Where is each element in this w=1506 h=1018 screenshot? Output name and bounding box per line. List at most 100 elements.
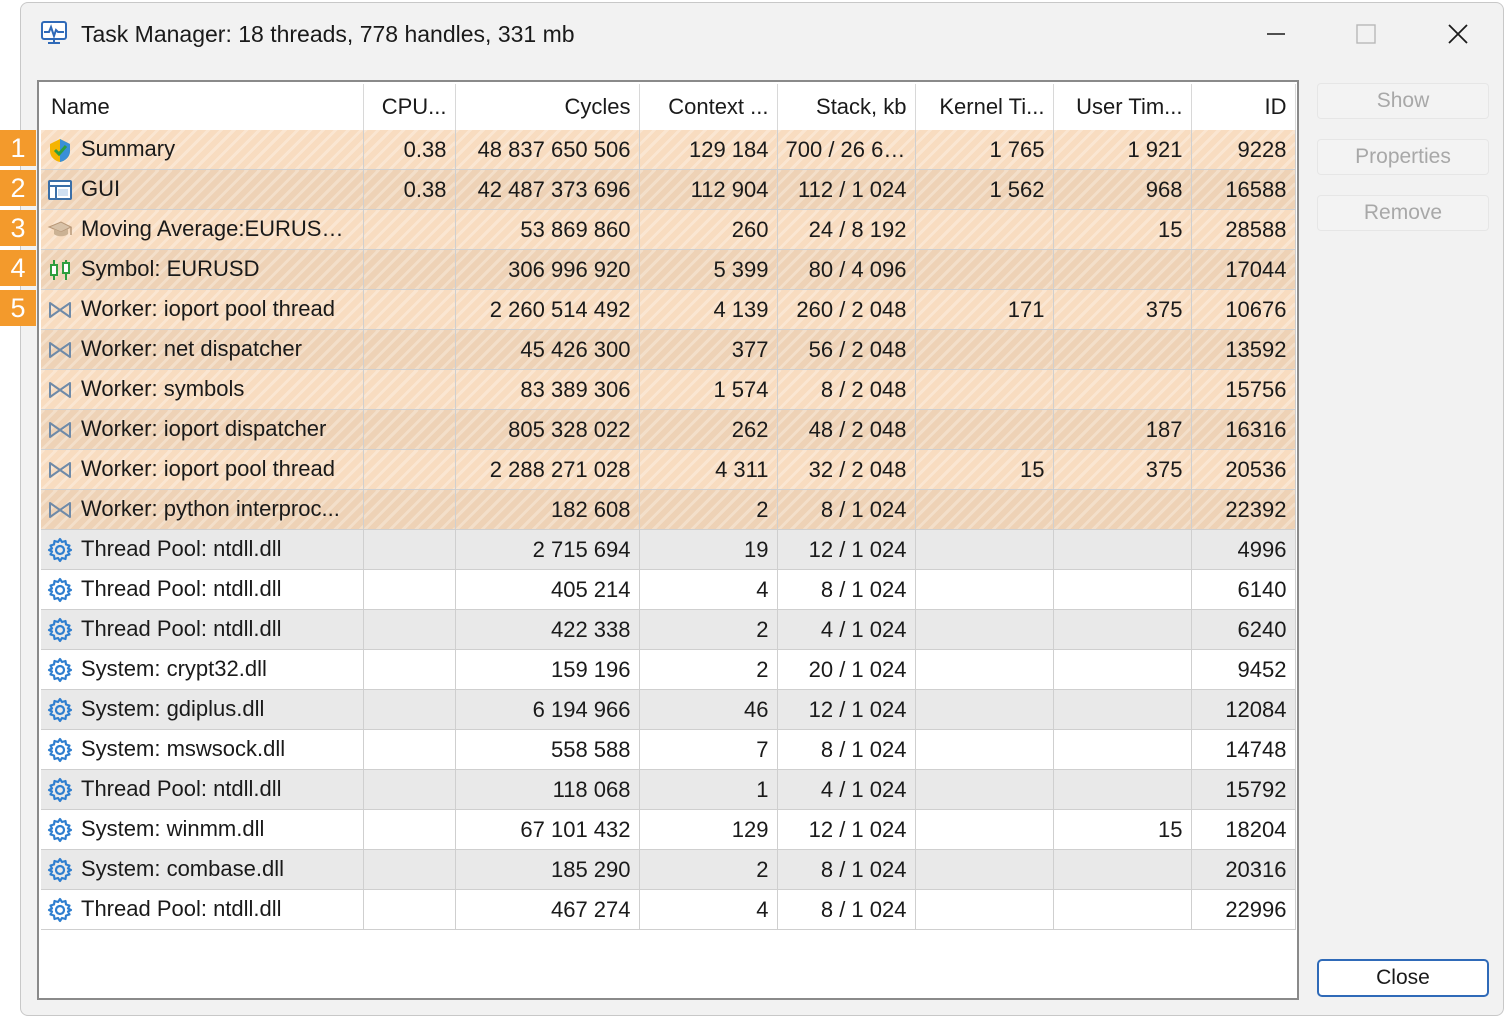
kernel-time-cell	[915, 729, 1054, 770]
stack-cell: 700 / 26 624	[777, 130, 916, 170]
table-row[interactable]: Worker: ioport pool thread 2 288 271 028 4…	[41, 449, 1296, 490]
gear-icon	[47, 617, 73, 643]
minimize-button[interactable]	[1251, 11, 1301, 57]
user-time-cell	[1053, 609, 1192, 650]
table-row[interactable]: System: winmm.dll 67 101 432 129 12 / 1 024…	[41, 809, 1296, 850]
context-switches-cell: 4	[639, 569, 778, 610]
table-row[interactable]: Thread Pool: ntdll.dll 2 715 694 19 12 / 1 …	[41, 529, 1296, 570]
gear-icon	[47, 577, 73, 603]
table-row[interactable]: System: mswsock.dll 558 588 7 8 / 1 024 1474…	[41, 729, 1296, 770]
name-cell: Worker: ioport dispatcher	[41, 409, 364, 450]
table-row[interactable]: Worker: ioport pool thread 2 260 514 492 4…	[41, 289, 1296, 330]
table-row[interactable]: Symbol: EURUSD 306 996 920 5 399 80 / 4 096…	[41, 249, 1296, 290]
name-cell: Symbol: EURUSD	[41, 249, 364, 290]
cpu-cell	[363, 329, 456, 370]
context-switches-cell: 129 184	[639, 130, 778, 170]
close-button[interactable]: Close	[1317, 959, 1489, 997]
cycles-cell: 2 288 271 028	[455, 449, 640, 490]
properties-button[interactable]: Properties	[1317, 139, 1489, 175]
stack-cell: 4 / 1 024	[777, 769, 916, 810]
stack-cell: 80 / 4 096	[777, 249, 916, 290]
cpu-cell	[363, 249, 456, 290]
task-manager-window: Task Manager: 18 threads, 778 handles, 3…	[20, 2, 1504, 1016]
context-switches-cell: 2	[639, 489, 778, 530]
table-row[interactable]: Thread Pool: ntdll.dll 405 214 4 8 / 1 024 6…	[41, 569, 1296, 610]
cycles-cell: 2 715 694	[455, 529, 640, 570]
table-row[interactable]: Thread Pool: ntdll.dll 422 338 2 4 / 1 024 6…	[41, 609, 1296, 650]
worker-icon	[47, 297, 73, 323]
thread-name: System: gdiplus.dll	[81, 695, 265, 721]
annotation-badge-3: 3	[0, 210, 36, 246]
context-switches-cell: 46	[639, 689, 778, 730]
kernel-time-cell	[915, 609, 1054, 650]
context-switches-cell: 260	[639, 209, 778, 250]
column-header-id[interactable]: ID	[1191, 84, 1296, 130]
column-header-user-time[interactable]: User Tim...	[1053, 84, 1192, 130]
user-time-cell	[1053, 249, 1192, 290]
table-row[interactable]: Worker: symbols 83 389 306 1 574 8 / 2 048 1…	[41, 369, 1296, 410]
context-switches-cell: 19	[639, 529, 778, 570]
table-row[interactable]: Summary 0.38 48 837 650 506 129 184 700 / 26…	[41, 130, 1296, 170]
cycles-cell: 405 214	[455, 569, 640, 610]
annotation-badge-1: 1	[0, 130, 36, 166]
id-cell: 28588	[1191, 209, 1296, 250]
user-time-cell: 375	[1053, 289, 1192, 330]
user-time-cell	[1053, 889, 1192, 930]
cpu-cell	[363, 649, 456, 690]
user-time-cell: 1 921	[1053, 130, 1192, 170]
table-row[interactable]: System: combase.dll 185 290 2 8 / 1 024 2031…	[41, 849, 1296, 890]
name-cell: Worker: python interproc...	[41, 489, 364, 530]
name-cell: Thread Pool: ntdll.dll	[41, 609, 364, 650]
table-row[interactable]: Worker: python interproc... 182 608 2 8 / 1…	[41, 489, 1296, 530]
column-header-cpu[interactable]: CPU...	[363, 84, 456, 130]
name-cell: Worker: ioport pool thread	[41, 289, 364, 330]
cpu-cell	[363, 489, 456, 530]
table-row[interactable]: GUI 0.38 42 487 373 696 112 904 112 / 1 024 1…	[41, 169, 1296, 210]
user-time-cell: 968	[1053, 169, 1192, 210]
id-cell: 16316	[1191, 409, 1296, 450]
column-header-stack[interactable]: Stack, kb	[777, 84, 916, 130]
close-window-button[interactable]	[1433, 11, 1483, 57]
table-row[interactable]: Moving Average:EURUSD,H1 53 869 860 260 24 …	[41, 209, 1296, 250]
cpu-cell	[363, 369, 456, 410]
thread-name: Worker: python interproc...	[81, 495, 340, 521]
cycles-cell: 48 837 650 506	[455, 130, 640, 170]
kernel-time-cell: 15	[915, 449, 1054, 490]
name-cell: Worker: symbols	[41, 369, 364, 410]
column-header-name[interactable]: Name	[41, 84, 364, 130]
table-row[interactable]: Worker: ioport dispatcher 805 328 022 262 4…	[41, 409, 1296, 450]
cycles-cell: 558 588	[455, 729, 640, 770]
context-switches-cell: 4 311	[639, 449, 778, 490]
kernel-time-cell	[915, 849, 1054, 890]
maximize-button[interactable]	[1341, 11, 1391, 57]
remove-button[interactable]: Remove	[1317, 195, 1489, 231]
table-row[interactable]: Worker: net dispatcher 45 426 300 377 56 / …	[41, 329, 1296, 370]
kernel-time-cell	[915, 329, 1054, 370]
stack-cell: 56 / 2 048	[777, 329, 916, 370]
table-row[interactable]: System: gdiplus.dll 6 194 966 46 12 / 1 024…	[41, 689, 1296, 730]
table-row[interactable]: System: crypt32.dll 159 196 2 20 / 1 024 945…	[41, 649, 1296, 690]
kernel-time-cell	[915, 529, 1054, 570]
table-row[interactable]: Thread Pool: ntdll.dll 118 068 1 4 / 1 024 1…	[41, 769, 1296, 810]
kernel-time-cell: 1 765	[915, 130, 1054, 170]
show-button[interactable]: Show	[1317, 83, 1489, 119]
threads-table-container[interactable]: Name CPU... Cycles Context ... Stack, kb…	[37, 80, 1299, 1000]
cpu-cell	[363, 609, 456, 650]
thread-name: Thread Pool: ntdll.dll	[81, 615, 282, 641]
cycles-cell: 159 196	[455, 649, 640, 690]
thread-name: Symbol: EURUSD	[81, 255, 260, 281]
cycles-cell: 182 608	[455, 489, 640, 530]
column-header-cycles[interactable]: Cycles	[455, 84, 640, 130]
id-cell: 12084	[1191, 689, 1296, 730]
kernel-time-cell	[915, 369, 1054, 410]
title-bar: Task Manager: 18 threads, 778 handles, 3…	[21, 3, 1503, 65]
column-header-context[interactable]: Context ...	[639, 84, 778, 130]
gear-icon	[47, 897, 73, 923]
gear-icon	[47, 537, 73, 563]
thread-name: Worker: ioport dispatcher	[81, 415, 327, 441]
symbol-icon	[47, 257, 73, 283]
cpu-cell	[363, 889, 456, 930]
cycles-cell: 467 274	[455, 889, 640, 930]
column-header-kernel-time[interactable]: Kernel Ti...	[915, 84, 1054, 130]
table-row[interactable]: Thread Pool: ntdll.dll 467 274 4 8 / 1 024 2…	[41, 889, 1296, 930]
